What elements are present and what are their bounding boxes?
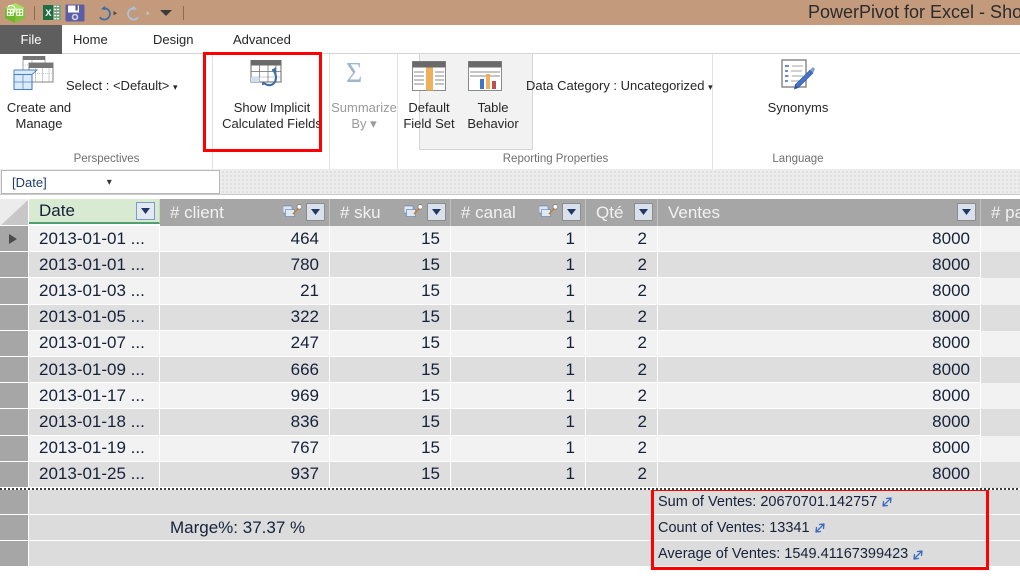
- svg-text:X: X: [45, 8, 52, 19]
